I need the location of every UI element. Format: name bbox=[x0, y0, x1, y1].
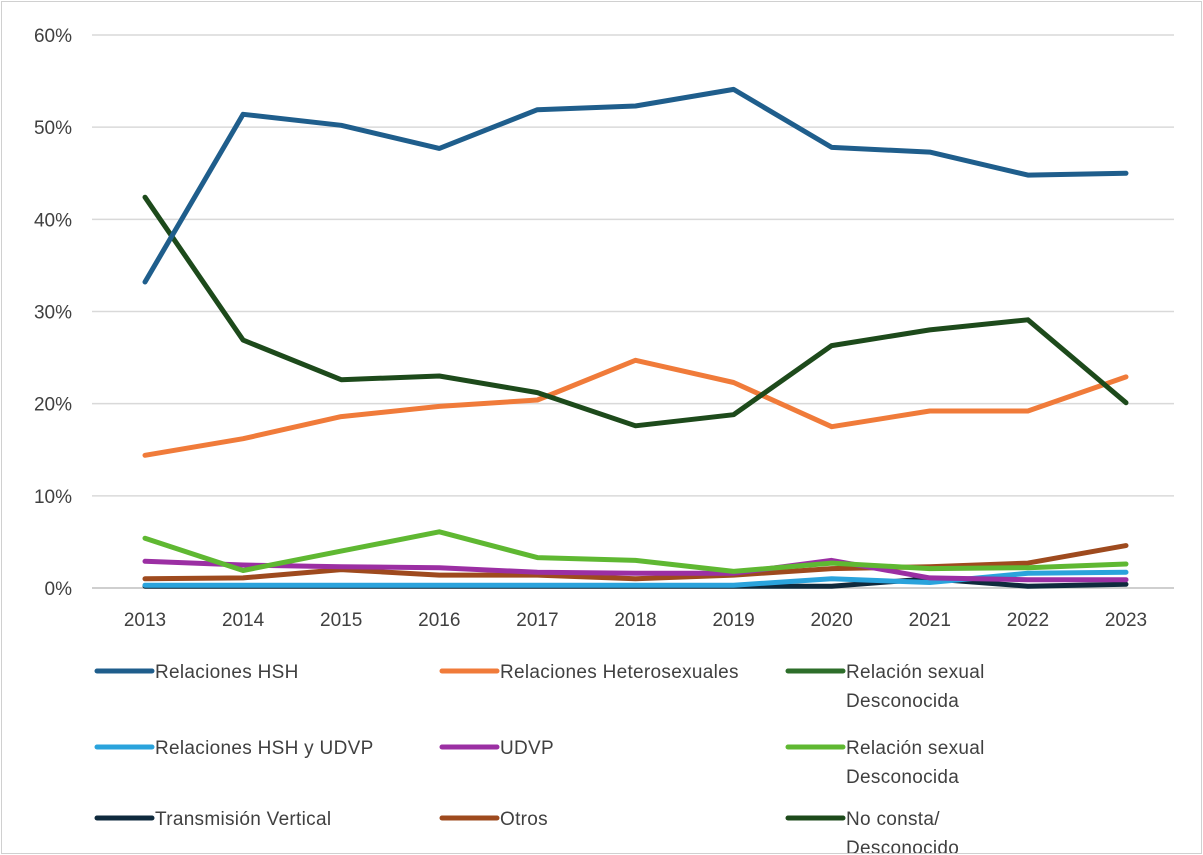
legend: Relaciones HSH Relaciones Heterosexuales R… bbox=[94, 662, 985, 853]
legend-item-otros: Otros bbox=[439, 809, 548, 830]
x-tick-label: 2013 bbox=[124, 610, 166, 631]
x-tick-label: 2014 bbox=[222, 610, 265, 631]
legend-label: Transmisión Vertical bbox=[155, 809, 331, 830]
legend-label: Relaciones HSH y UDVP bbox=[155, 738, 374, 759]
y-tick-label: 20% bbox=[34, 395, 72, 416]
legend-item-relaciones-hsh: Relaciones HSH bbox=[94, 662, 299, 683]
series-line-relaciones-heterosexuales bbox=[142, 357, 1129, 458]
series-line-otros bbox=[142, 543, 1129, 582]
legend-label: UDVP bbox=[500, 738, 554, 759]
x-tick-label: 2020 bbox=[811, 610, 853, 631]
legend-label: Relación sexual Desconocida bbox=[846, 738, 985, 788]
legend-item-relacion-sexual-desconocida: Relación sexual Desconocida bbox=[785, 662, 985, 712]
y-tick-label: 0% bbox=[45, 579, 73, 600]
x-tick-label: 2016 bbox=[418, 610, 460, 631]
y-tick-label: 50% bbox=[34, 118, 72, 139]
series-lines bbox=[142, 86, 1129, 589]
series-line-udvp bbox=[142, 557, 1129, 583]
x-tick-label: 2019 bbox=[712, 610, 754, 631]
legend-label: Relaciones HSH bbox=[155, 662, 299, 683]
series-line-no-consta-desconocido bbox=[142, 194, 1129, 429]
y-tick-label: 60% bbox=[34, 26, 72, 47]
y-axis-ticks: 0% 10% 20% 30% 40% 50% 60% bbox=[34, 26, 72, 600]
x-tick-label: 2021 bbox=[909, 610, 951, 631]
y-tick-label: 10% bbox=[34, 487, 72, 508]
x-tick-label: 2023 bbox=[1105, 610, 1147, 631]
y-tick-label: 40% bbox=[34, 210, 72, 231]
x-tick-label: 2022 bbox=[1007, 610, 1049, 631]
legend-item-relaciones-hsh-y-udvp: Relaciones HSH y UDVP bbox=[94, 738, 374, 759]
gridlines bbox=[92, 34, 1174, 589]
legend-label: Relaciones Heterosexuales bbox=[500, 662, 739, 683]
y-tick-label: 30% bbox=[34, 303, 72, 324]
x-tick-label: 2018 bbox=[614, 610, 656, 631]
x-tick-label: 2015 bbox=[320, 610, 362, 631]
legend-label: Otros bbox=[500, 809, 548, 830]
series-line-relacion-sexual-desconocida bbox=[142, 529, 1129, 574]
legend-item-relacion-sexual-desconocida: Relación sexual Desconocida bbox=[785, 738, 985, 788]
legend-item-transmision-vertical: Transmisión Vertical bbox=[94, 809, 331, 830]
series-line-relaciones-hsh bbox=[142, 86, 1129, 285]
legend-item-udvp: UDVP bbox=[439, 738, 554, 759]
legend-label: Relación sexual Desconocida bbox=[846, 662, 985, 712]
x-axis-ticks: 2013 2014 2015 2016 2017 2018 2019 2020 2021 2022… bbox=[124, 610, 1147, 631]
legend-label: No consta/Desconocido bbox=[846, 809, 959, 853]
legend-item-relaciones-heterosexuales: Relaciones Heterosexuales bbox=[439, 662, 739, 683]
x-tick-label: 2017 bbox=[516, 610, 558, 631]
legend-item-no-consta-desconocido: No consta/Desconocido bbox=[785, 809, 959, 853]
